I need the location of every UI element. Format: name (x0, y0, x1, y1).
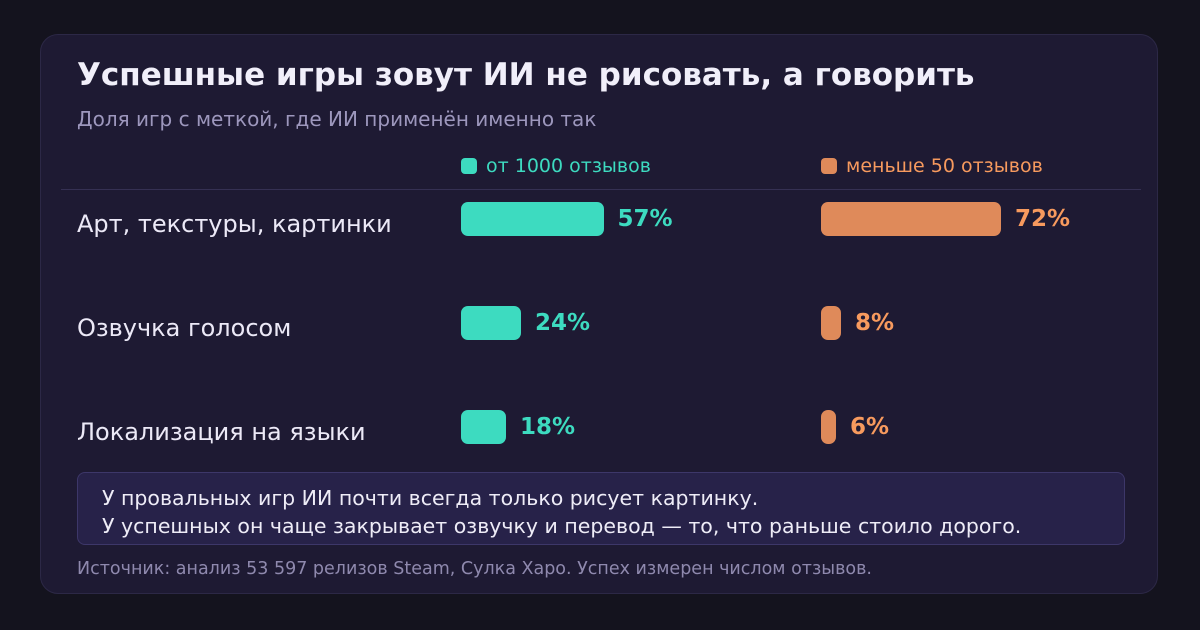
insight-line-2: У успешных он чаще закрывает озвучку и п… (102, 514, 1022, 538)
value-label-localization-unpopular: 6% (850, 414, 890, 440)
chart-title: Успешные игры зовут ИИ не рисовать, а го… (77, 57, 975, 93)
insight-note: У провальных игр ИИ почти всегда только … (77, 472, 1125, 545)
chart-rows: Арт, текстуры, картинки 57% 72% Озвучка гол… (41, 35, 1157, 593)
legend-swatch-unpopular (821, 158, 837, 174)
bar-voice-popular (461, 306, 521, 340)
bar-voice-unpopular (821, 306, 841, 340)
bar-localization-popular (461, 410, 506, 444)
insight-line-1: У провальных игр ИИ почти всегда только … (102, 486, 759, 510)
category-label-voice: Озвучка голосом (77, 314, 292, 342)
bar-localization-unpopular (821, 410, 836, 444)
legend-unpopular: меньше 50 отзывов (821, 155, 1043, 177)
legend-label-popular: от 1000 отзывов (486, 155, 651, 177)
chart-card: Успешные игры зовут ИИ не рисовать, а го… (40, 34, 1158, 594)
legend-popular: от 1000 отзывов (461, 155, 651, 177)
value-label-localization-popular: 18% (520, 414, 576, 440)
bar-art-popular (461, 202, 604, 236)
category-label-localization: Локализация на языки (77, 418, 366, 446)
legend-swatch-popular (461, 158, 477, 174)
source-note: Источник: анализ 53 597 релизов Steam, С… (77, 559, 872, 579)
value-label-art-popular: 57% (617, 206, 673, 232)
bar-art-unpopular (821, 202, 1001, 236)
chart-subtitle: Доля игр с меткой, где ИИ применён именн… (77, 107, 597, 131)
value-label-voice-unpopular: 8% (855, 310, 895, 336)
value-label-art-unpopular: 72% (1015, 206, 1071, 232)
value-label-voice-popular: 24% (535, 310, 591, 336)
legend-label-unpopular: меньше 50 отзывов (846, 155, 1043, 177)
category-label-art: Арт, текстуры, картинки (77, 210, 392, 238)
header-divider (61, 189, 1141, 190)
